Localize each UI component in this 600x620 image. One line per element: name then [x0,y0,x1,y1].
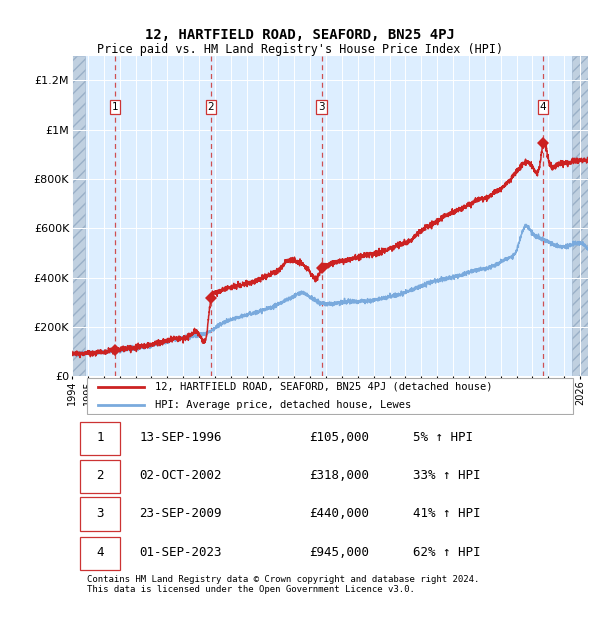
FancyBboxPatch shape [88,378,572,414]
Text: 33% ↑ HPI: 33% ↑ HPI [413,469,480,482]
FancyBboxPatch shape [80,537,120,570]
Text: 41% ↑ HPI: 41% ↑ HPI [413,507,480,520]
Text: £440,000: £440,000 [310,507,370,520]
Text: 4: 4 [540,102,547,112]
Text: 1: 1 [112,102,118,112]
Text: £318,000: £318,000 [310,469,370,482]
Text: 62% ↑ HPI: 62% ↑ HPI [413,546,480,559]
Text: 2: 2 [96,469,104,482]
FancyBboxPatch shape [80,422,120,455]
Text: 23-SEP-2009: 23-SEP-2009 [139,507,221,520]
FancyBboxPatch shape [80,459,120,493]
Text: 3: 3 [319,102,325,112]
Text: 12, HARTFIELD ROAD, SEAFORD, BN25 4PJ: 12, HARTFIELD ROAD, SEAFORD, BN25 4PJ [145,28,455,42]
Text: 01-SEP-2023: 01-SEP-2023 [139,546,221,559]
Text: 4: 4 [96,546,104,559]
Text: 5% ↑ HPI: 5% ↑ HPI [413,431,473,444]
Text: Price paid vs. HM Land Registry's House Price Index (HPI): Price paid vs. HM Land Registry's House … [97,43,503,56]
Text: 3: 3 [96,507,104,520]
Bar [72,56,85,376]
Text: 12, HARTFIELD ROAD, SEAFORD, BN25 4PJ (detached house): 12, HARTFIELD ROAD, SEAFORD, BN25 4PJ (d… [155,382,492,392]
Bar [572,56,588,376]
Text: 13-SEP-1996: 13-SEP-1996 [139,431,221,444]
FancyBboxPatch shape [80,497,120,531]
Text: £945,000: £945,000 [310,546,370,559]
Text: HPI: Average price, detached house, Lewes: HPI: Average price, detached house, Lewe… [155,400,411,410]
Text: 2: 2 [208,102,214,112]
Text: 02-OCT-2002: 02-OCT-2002 [139,469,221,482]
Text: £105,000: £105,000 [310,431,370,444]
Text: 1: 1 [96,431,104,444]
Text: Contains HM Land Registry data © Crown copyright and database right 2024.
This d: Contains HM Land Registry data © Crown c… [88,575,480,594]
